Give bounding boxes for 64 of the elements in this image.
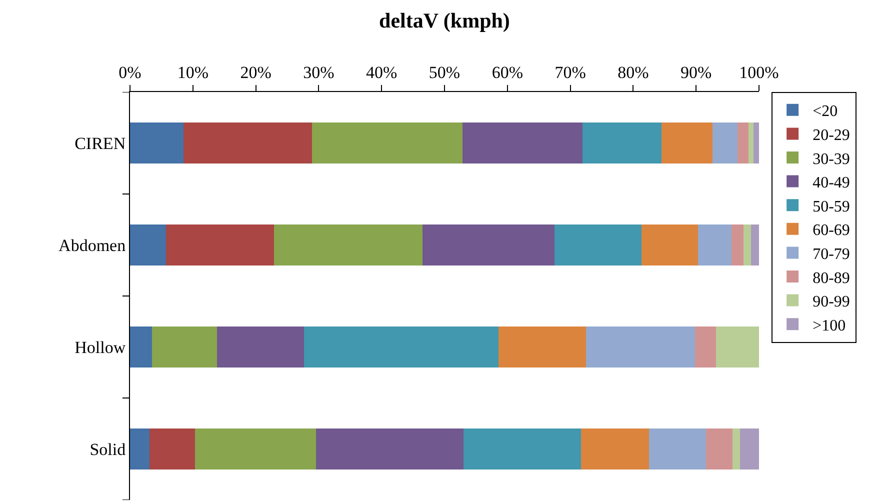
bar xyxy=(498,326,586,368)
x-tick-label: 90% xyxy=(680,63,712,82)
bar xyxy=(183,122,312,164)
bar xyxy=(580,428,649,470)
legend-label: 90-99 xyxy=(812,294,850,311)
x-tick-label: 20% xyxy=(240,63,272,82)
bar xyxy=(274,224,422,266)
bar xyxy=(743,224,751,266)
y-tick-label: Solid xyxy=(90,440,126,459)
bar xyxy=(706,428,733,470)
bar xyxy=(462,122,582,164)
x-tick-label: 70% xyxy=(554,63,586,82)
bar xyxy=(152,326,217,368)
legend-label: 50-59 xyxy=(812,198,850,216)
bar xyxy=(738,122,748,164)
legend-label: 80-89 xyxy=(812,270,850,287)
bar xyxy=(586,326,695,368)
bar xyxy=(316,428,464,470)
bar xyxy=(641,224,698,266)
bar xyxy=(750,224,759,266)
x-tick-label: 10% xyxy=(177,63,208,82)
x-tick-label: 100% xyxy=(739,63,779,82)
x-tick-label: 0% xyxy=(118,63,142,82)
bar xyxy=(150,428,195,470)
x-tick-label: 30% xyxy=(303,63,334,82)
x-tick-label: 50% xyxy=(428,63,460,82)
bar xyxy=(130,122,184,164)
bar xyxy=(662,122,712,164)
bar xyxy=(716,326,759,368)
legend-label: 20-29 xyxy=(812,126,850,144)
legend-label: 40-49 xyxy=(812,174,850,192)
legend-label: <20 xyxy=(812,103,838,120)
bar xyxy=(648,428,706,470)
x-tick-label: 40% xyxy=(366,63,398,82)
bar xyxy=(748,122,754,164)
legend-label: 70-79 xyxy=(812,246,850,263)
y-tick-label: CIREN xyxy=(74,134,126,153)
bar xyxy=(463,428,581,470)
bar xyxy=(712,122,738,164)
bar xyxy=(740,428,759,470)
x-tick-label: 60% xyxy=(492,63,523,82)
bar xyxy=(731,224,744,266)
bar xyxy=(130,326,152,368)
y-tick-label: Abdomen xyxy=(58,236,126,255)
bar xyxy=(130,224,166,266)
bar xyxy=(304,326,499,368)
bar xyxy=(216,326,304,368)
legend-label: 30-39 xyxy=(812,150,850,168)
bar xyxy=(194,428,316,470)
bar xyxy=(166,224,274,266)
x-tick-label: 80% xyxy=(618,63,649,82)
bar xyxy=(694,326,716,368)
bar xyxy=(582,122,662,164)
chart-title: deltaV (kmph) xyxy=(379,8,510,32)
bar xyxy=(753,122,759,164)
legend-label: 60-69 xyxy=(812,222,850,240)
y-tick-label: Hollow xyxy=(74,338,126,357)
bar xyxy=(554,224,642,266)
legend-label: >100 xyxy=(812,317,846,334)
bar xyxy=(312,122,463,164)
bar xyxy=(130,428,150,470)
bar xyxy=(698,224,732,266)
bar xyxy=(422,224,555,266)
bar xyxy=(732,428,740,470)
